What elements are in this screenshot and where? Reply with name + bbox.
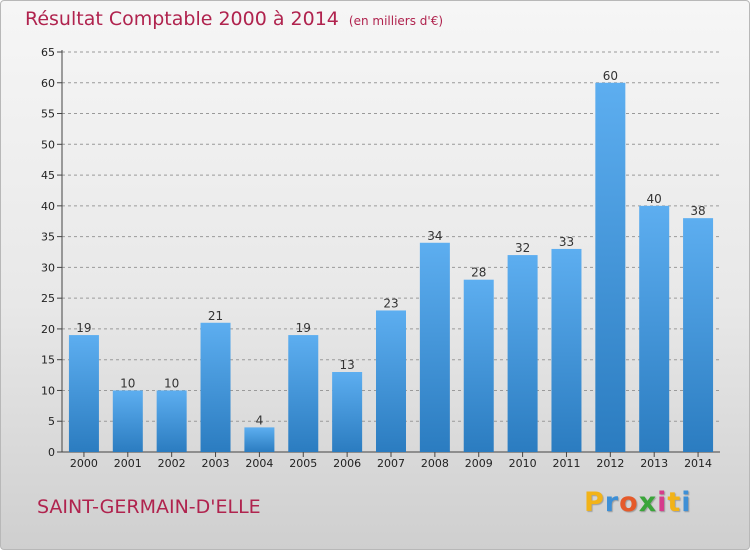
y-tick-label: 25 xyxy=(41,292,55,305)
y-tick-label: 40 xyxy=(41,200,55,213)
x-tick-label: 2007 xyxy=(377,457,405,470)
y-tick-label: 20 xyxy=(41,323,55,336)
y-tick-label: 55 xyxy=(41,108,55,121)
y-tick-label: 65 xyxy=(41,46,55,59)
y-tick-label: 30 xyxy=(41,261,55,274)
brand-letter: i xyxy=(681,487,692,518)
x-tick-label: 2000 xyxy=(70,457,98,470)
chart-title-text: Résultat Comptable 2000 à 2014 xyxy=(25,8,339,30)
bar xyxy=(156,390,187,452)
x-tick-label: 2012 xyxy=(596,457,624,470)
proxiti-logo: Proxiti xyxy=(584,487,692,518)
bar xyxy=(595,82,626,453)
bar xyxy=(419,242,450,452)
x-tick-label: 2003 xyxy=(202,457,230,470)
x-tick-label: 2010 xyxy=(509,457,537,470)
bar-value-label: 4 xyxy=(256,413,264,427)
bar xyxy=(683,218,714,452)
bar xyxy=(112,390,143,452)
bar-value-label: 60 xyxy=(603,69,618,83)
bar-value-label: 13 xyxy=(339,358,354,372)
x-tick-label: 2001 xyxy=(114,457,142,470)
x-tick-label: 2008 xyxy=(421,457,449,470)
x-tick-label: 2006 xyxy=(333,457,361,470)
bar-value-label: 33 xyxy=(559,235,574,249)
x-tick-label: 2002 xyxy=(158,457,186,470)
y-tick-label: 45 xyxy=(41,169,55,182)
brand-letter: i xyxy=(657,487,668,518)
bar-value-label: 28 xyxy=(471,266,486,280)
brand-letter: x xyxy=(638,487,658,518)
bar-value-label: 19 xyxy=(76,321,91,335)
bar xyxy=(463,279,494,452)
bar-value-label: 32 xyxy=(515,241,530,255)
bar xyxy=(507,255,538,452)
y-tick-label: 10 xyxy=(41,384,55,397)
x-tick-label: 2009 xyxy=(465,457,493,470)
bar-value-label: 10 xyxy=(164,376,179,390)
bar-value-label: 38 xyxy=(690,204,705,218)
bar xyxy=(639,205,670,452)
bar xyxy=(332,372,363,452)
brand-letter: t xyxy=(667,487,682,518)
x-tick-label: 2014 xyxy=(684,457,712,470)
x-tick-label: 2005 xyxy=(289,457,317,470)
bar-value-label: 40 xyxy=(647,192,662,206)
chart-title-unit: (en milliers d'€) xyxy=(348,14,444,28)
bar-value-label: 23 xyxy=(383,296,398,310)
commune-name: SAINT-GERMAIN-D'ELLE xyxy=(37,496,261,518)
bar xyxy=(68,335,99,452)
bar xyxy=(376,310,406,452)
bar-value-label: 10 xyxy=(120,376,135,390)
y-tick-label: 0 xyxy=(48,446,55,459)
y-tick-label: 15 xyxy=(41,354,55,367)
brand-letter: r xyxy=(604,487,620,518)
bar xyxy=(288,335,319,452)
bar-value-label: 19 xyxy=(296,321,311,335)
y-tick-label: 35 xyxy=(41,231,55,244)
bar xyxy=(244,427,275,452)
brand-letter: P xyxy=(584,487,605,518)
bar xyxy=(551,248,582,452)
x-tick-label: 2011 xyxy=(552,457,580,470)
x-tick-label: 2013 xyxy=(640,457,668,470)
x-tick-label: 2004 xyxy=(245,457,273,470)
y-tick-label: 50 xyxy=(41,138,55,151)
chart-title: Résultat Comptable 2000 à 2014 (en millie… xyxy=(25,8,443,30)
bar-value-label: 21 xyxy=(208,309,223,323)
y-tick-label: 5 xyxy=(48,415,55,428)
y-tick-label: 60 xyxy=(41,77,55,90)
bar-value-label: 34 xyxy=(427,229,442,243)
bar xyxy=(200,322,231,452)
brand-letter: o xyxy=(619,487,639,518)
